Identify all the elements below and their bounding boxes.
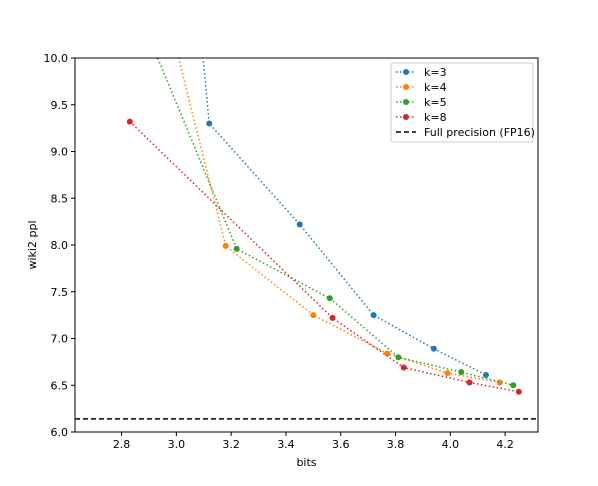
legend-entry-k5: k=5 [396, 96, 447, 109]
x-tick-label: 3.8 [387, 438, 405, 451]
data-point-k8 [400, 364, 407, 371]
legend-entry-k8: k=8 [396, 111, 447, 124]
data-point-k5 [233, 245, 240, 252]
legend-marker-k8 [403, 114, 409, 120]
data-point-k5 [510, 382, 517, 389]
y-tick-label: 6.5 [51, 379, 69, 392]
x-axis: 2.8 3.0 3.2 3.4 3.6 3.8 4.0 4.2 [113, 432, 514, 451]
y-axis: 6.0 6.5 7.0 7.5 8.0 8.5 9.0 9.5 10.0 [44, 52, 75, 439]
data-point-k8 [126, 118, 133, 125]
data-point-k4 [222, 242, 229, 249]
legend: k=3 k=4 k=5 k=8 Full precision (FP16) [390, 62, 535, 143]
data-point-k4 [384, 350, 391, 357]
y-axis-label: wiki2 ppl [26, 221, 39, 270]
y-tick-label: 9.5 [51, 99, 69, 112]
data-point-k3 [482, 371, 489, 378]
legend-entry-fp16: Full precision (FP16) [396, 126, 535, 139]
legend-label-k5: k=5 [424, 96, 447, 109]
x-tick-label: 2.8 [113, 438, 131, 451]
series-k3 [202, 58, 489, 378]
legend-marker-k5 [403, 99, 409, 105]
x-tick-label: 4.2 [496, 438, 514, 451]
y-tick-label: 8.0 [51, 239, 69, 252]
y-tick-label: 6.0 [51, 426, 69, 439]
data-point-k4 [444, 370, 451, 377]
data-point-k3 [296, 221, 303, 228]
data-point-k5 [326, 295, 333, 302]
data-point-k8 [515, 388, 522, 395]
data-point-k5 [458, 369, 465, 376]
y-tick-label: 8.5 [51, 192, 69, 205]
data-point-k3 [206, 120, 213, 127]
series-k8 [126, 118, 522, 395]
x-tick-label: 3.2 [222, 438, 240, 451]
y-tick-label: 9.0 [51, 146, 69, 159]
data-point-k5 [395, 354, 402, 361]
legend-label-k3: k=3 [424, 66, 447, 79]
x-axis-label: bits [296, 456, 316, 469]
x-tick-label: 3.4 [277, 438, 295, 451]
legend-entry-k3: k=3 [396, 66, 447, 79]
y-tick-label: 10.0 [44, 52, 69, 65]
legend-marker-k3 [403, 69, 409, 75]
legend-label-fp16: Full precision (FP16) [424, 126, 535, 139]
data-point-k8 [329, 314, 336, 321]
series-layer [75, 58, 538, 420]
data-point-k8 [466, 379, 473, 386]
legend-label-k8: k=8 [424, 111, 447, 124]
data-point-k3 [370, 312, 377, 319]
data-point-k3 [430, 345, 437, 352]
series-line-k5 [156, 58, 514, 386]
series-k5 [156, 58, 517, 389]
series-line-k3 [202, 58, 487, 376]
legend-entry-k4: k=4 [396, 81, 447, 94]
x-tick-label: 3.0 [168, 438, 186, 451]
series-line-k8 [129, 121, 519, 393]
legend-box [390, 62, 534, 143]
series-line-k4 [177, 58, 500, 384]
y-tick-label: 7.0 [51, 333, 69, 346]
data-point-k4 [310, 312, 317, 319]
legend-label-k4: k=4 [424, 81, 447, 94]
legend-marker-k4 [403, 84, 409, 90]
x-tick-label: 4.0 [442, 438, 460, 451]
x-tick-label: 3.6 [332, 438, 350, 451]
y-tick-label: 7.5 [51, 286, 69, 299]
